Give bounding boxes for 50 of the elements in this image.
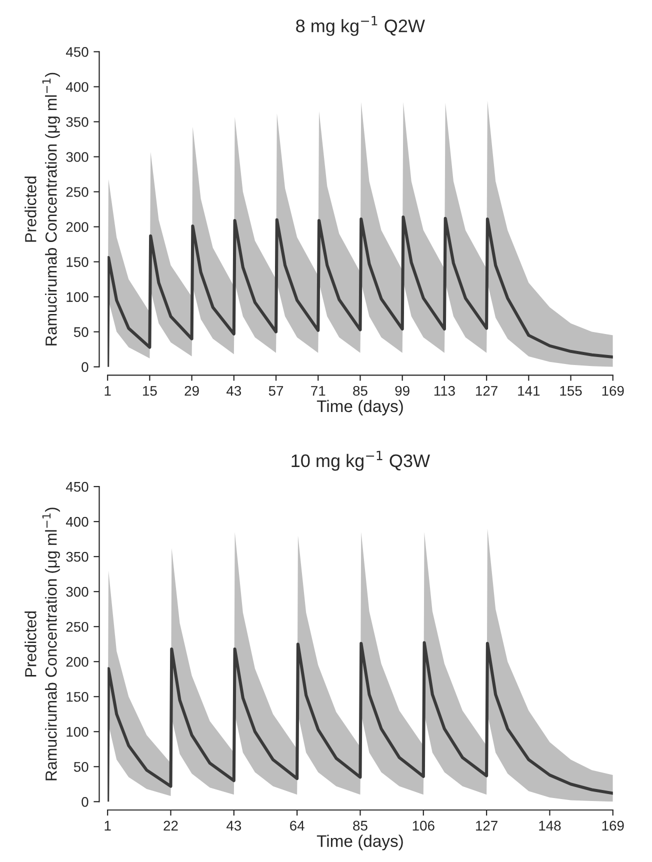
y-tick-label: 350 xyxy=(66,552,88,562)
x-axis-title: Time (days) xyxy=(316,400,403,416)
x-tick-label: 127 xyxy=(476,820,498,830)
y-tick-label: 200 xyxy=(66,222,88,232)
y-tick-label: 300 xyxy=(66,586,88,597)
y-axis-title: Predicted Ramucirumab Concentration (μg ml$^{−1}$) xyxy=(24,72,60,346)
x-tick-label: 43 xyxy=(226,820,242,831)
y-tick-label: 400 xyxy=(66,516,88,527)
y-tick-label: 250 xyxy=(66,622,88,632)
y-tick-label: 400 xyxy=(66,82,88,92)
y-tick-label: 100 xyxy=(66,726,88,737)
x-tick-label: 43 xyxy=(226,386,242,396)
y-tick-label: 200 xyxy=(66,656,88,667)
x-tick-label: 85 xyxy=(353,820,368,831)
x-tick-label: 85 xyxy=(353,386,368,396)
x-tick-label: 155 xyxy=(560,386,582,396)
x-tick-label: 57 xyxy=(268,386,284,396)
x-tick-label: 99 xyxy=(395,386,410,396)
x-tick-label: 113 xyxy=(434,386,455,396)
x-tick-label: 169 xyxy=(602,386,624,396)
line-series xyxy=(108,641,613,802)
chart-title: 10 mg kg$^{−1}$ Q3W xyxy=(292,450,430,471)
y-tick-label: 50 xyxy=(74,762,88,772)
x-tick-label: 148 xyxy=(539,820,561,831)
x-axis-title: Time (days) xyxy=(316,834,403,850)
x-tick-label: 127 xyxy=(476,386,498,396)
y-axis-title: Predicted Ramucirumab Concentration (μg ml$^{−1}$) xyxy=(24,508,60,780)
line-series xyxy=(108,215,613,367)
y-tick-label: 250 xyxy=(66,187,88,197)
y-tick-label: 450 xyxy=(66,47,88,57)
y-tick-label: 50 xyxy=(74,327,88,337)
y-tick-label: 150 xyxy=(66,257,88,267)
y-tick-label: 0 xyxy=(82,362,88,372)
x-tick-label: 169 xyxy=(602,820,624,831)
x-tick-label: 141 xyxy=(518,386,540,396)
chart-title: 8 mg kg$^{−1}$ Q2W xyxy=(296,16,425,36)
y-tick-label: 150 xyxy=(66,692,88,702)
x-tick-label: 106 xyxy=(412,820,434,831)
y-tick-label: 450 xyxy=(66,482,88,492)
x-tick-label: 1 xyxy=(104,386,111,396)
y-tick-label: 350 xyxy=(66,117,88,127)
x-tick-label: 15 xyxy=(143,386,157,396)
y-tick-label: 300 xyxy=(66,152,88,162)
x-tick-label: 1 xyxy=(104,820,111,830)
y-tick-label: 100 xyxy=(66,292,88,302)
y-tick-label: 0 xyxy=(82,796,88,807)
x-tick-label: 22 xyxy=(164,820,178,830)
x-tick-label: 64 xyxy=(290,820,304,831)
x-tick-label: 71 xyxy=(311,386,326,396)
x-tick-label: 29 xyxy=(184,386,199,396)
